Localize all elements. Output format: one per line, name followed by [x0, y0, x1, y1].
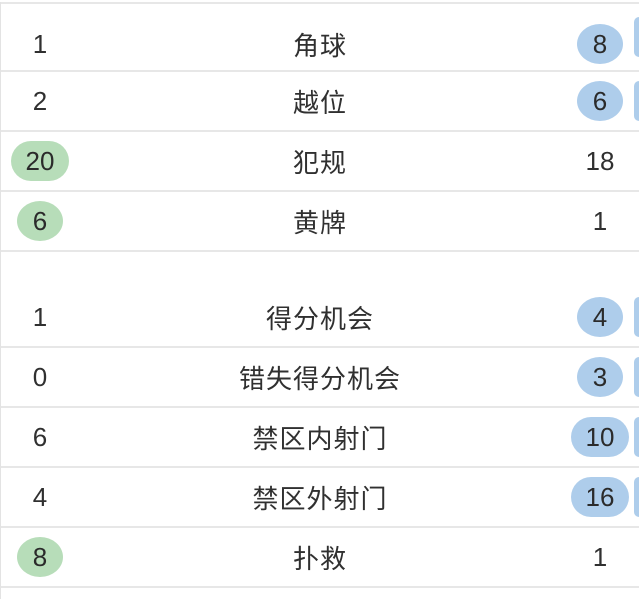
away-stat-value: 6 — [577, 81, 623, 121]
home-stat-value: 6 — [17, 201, 63, 241]
stat-row: 2 越位 6 — [1, 72, 639, 132]
stat-label-cell: 得分机会 — [79, 299, 561, 336]
stat-row: 6 黄牌 1 — [1, 192, 639, 252]
home-stat-value: 0 — [32, 362, 48, 392]
stat-label-cell: 禁区外射门 — [79, 479, 561, 516]
stat-label-cell: 禁区内射门 — [79, 419, 561, 456]
away-stat-cell: 1 — [561, 208, 639, 234]
adjacent-away-badge-sliver — [634, 297, 639, 337]
away-stat-value: 1 — [592, 206, 608, 236]
away-stat-cell: 1 — [561, 544, 639, 570]
stat-label-cell: 角球 — [79, 26, 561, 63]
stat-row: 6 禁区内射门 10 — [1, 408, 639, 468]
away-stat-cell: 16 — [561, 477, 639, 517]
home-stat-value: 2 — [32, 86, 48, 116]
stat-row: 8 扑救 1 — [1, 528, 639, 588]
adjacent-away-badge-sliver — [634, 357, 639, 397]
stat-row: 1 得分机会 4 — [1, 288, 639, 348]
away-stat-value: 16 — [571, 477, 629, 517]
home-stat-value: 4 — [32, 482, 48, 512]
away-stat-value: 8 — [577, 24, 623, 64]
stat-row: 1 角球 8 — [1, 4, 639, 72]
home-stat-cell: 1 — [1, 304, 79, 330]
away-stat-cell: 6 — [561, 81, 639, 121]
home-stat-cell: 2 — [1, 88, 79, 114]
away-stat-cell: 10 — [561, 417, 639, 457]
home-stat-value: 20 — [11, 141, 69, 181]
home-stat-cell: 20 — [1, 141, 79, 181]
away-stat-value: 4 — [577, 297, 623, 337]
home-stat-cell: 8 — [1, 537, 79, 577]
away-stat-cell: 4 — [561, 297, 639, 337]
home-stat-cell: 6 — [1, 201, 79, 241]
stat-label-cell: 错失得分机会 — [79, 359, 561, 396]
home-stat-cell: 4 — [1, 484, 79, 510]
away-stat-value: 10 — [571, 417, 629, 457]
stat-label: 禁区内射门 — [252, 423, 388, 454]
stat-label: 角球 — [292, 30, 347, 61]
away-stat-cell: 18 — [561, 148, 639, 174]
stat-label-cell: 扑救 — [79, 539, 561, 576]
stat-row: 20 犯规 18 — [1, 132, 639, 192]
stat-label: 得分机会 — [265, 303, 374, 334]
adjacent-away-badge-sliver — [634, 477, 639, 517]
stat-label: 犯规 — [292, 147, 347, 178]
home-stat-value: 1 — [32, 29, 48, 59]
home-stat-value: 8 — [17, 537, 63, 577]
stat-label: 错失得分机会 — [238, 363, 401, 394]
home-stat-cell: 6 — [1, 424, 79, 450]
section-gap — [1, 252, 639, 288]
stat-label: 禁区外射门 — [252, 483, 388, 514]
stat-row: 4 禁区外射门 16 — [1, 468, 639, 528]
stat-label: 黄牌 — [292, 207, 347, 238]
stat-row: 0 错失得分机会 3 — [1, 348, 639, 408]
stat-label-cell: 黄牌 — [79, 203, 561, 240]
stat-label-cell: 越位 — [79, 83, 561, 120]
stat-label: 扑救 — [292, 543, 347, 574]
stat-label-cell: 犯规 — [79, 143, 561, 180]
adjacent-away-badge-sliver — [634, 81, 639, 121]
stat-label: 越位 — [292, 87, 347, 118]
home-stat-value: 1 — [32, 302, 48, 332]
stats-section-set-pieces: 1 角球 8 2 越位 6 20 犯规 18 6 — [1, 4, 639, 252]
match-stats-list: 1 角球 8 2 越位 6 20 犯规 18 6 — [1, 2, 639, 588]
away-stat-cell: 3 — [561, 357, 639, 397]
home-stat-cell: 1 — [1, 31, 79, 57]
stats-section-chances: 1 得分机会 4 0 错失得分机会 3 6 禁区内射门 10 4 — [1, 288, 639, 588]
adjacent-away-badge-sliver — [634, 417, 639, 457]
away-stat-value: 3 — [577, 357, 623, 397]
away-stat-value: 18 — [585, 146, 615, 176]
adjacent-away-badge-sliver — [634, 17, 639, 57]
home-stat-value: 6 — [32, 422, 48, 452]
home-stat-cell: 0 — [1, 364, 79, 390]
away-stat-value: 1 — [592, 542, 608, 572]
away-stat-cell: 8 — [561, 24, 639, 64]
